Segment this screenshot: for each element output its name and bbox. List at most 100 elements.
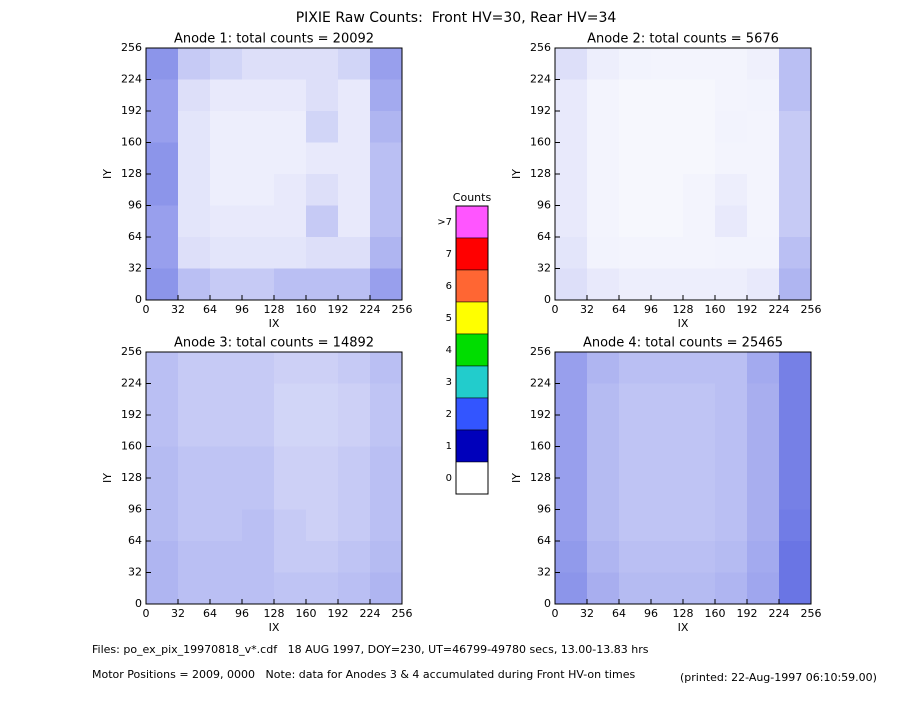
- density-cell: [274, 352, 306, 384]
- density-cell: [146, 205, 178, 237]
- density-cell: [651, 509, 683, 541]
- density-cell: [619, 415, 651, 447]
- colorbar-swatch: [455, 301, 489, 335]
- y-tick-label: 224: [121, 73, 142, 86]
- density-cell: [619, 111, 651, 143]
- y-tick-label: 32: [128, 262, 142, 275]
- density-cell: [370, 205, 402, 237]
- density-cell: [555, 446, 587, 478]
- density-cell: [779, 446, 811, 478]
- colorbar-label: 2: [446, 409, 452, 420]
- density-cell: [338, 541, 370, 573]
- y-tick-label: 192: [530, 408, 551, 421]
- density-cell: [619, 383, 651, 415]
- density-cell: [779, 352, 811, 384]
- density-cell: [210, 79, 242, 111]
- density-cell: [242, 142, 274, 174]
- x-tick-label: 0: [143, 303, 150, 316]
- density-cell: [747, 541, 779, 573]
- density-cell: [370, 79, 402, 111]
- x-tick-label: 192: [328, 303, 349, 316]
- density-cell: [146, 79, 178, 111]
- y-tick-label: 0: [544, 293, 551, 306]
- density-cell: [242, 541, 274, 573]
- density-cell: [146, 142, 178, 174]
- colorbar-label: 6: [446, 281, 452, 292]
- y-tick-label: 160: [121, 136, 142, 149]
- density-cell: [619, 268, 651, 300]
- density-cell: [779, 509, 811, 541]
- density-cell: [306, 268, 338, 300]
- density-cell: [555, 541, 587, 573]
- density-cell: [715, 48, 747, 80]
- density-cell: [715, 79, 747, 111]
- density-cell: [274, 509, 306, 541]
- density-cell: [178, 237, 210, 269]
- density-cell: [338, 111, 370, 143]
- y-tick-label: 224: [121, 377, 142, 390]
- density-cell: [242, 205, 274, 237]
- density-cell: [747, 446, 779, 478]
- density-cell: [747, 142, 779, 174]
- density-cell: [747, 383, 779, 415]
- density-cell: [715, 352, 747, 384]
- y-tick-label: 192: [530, 104, 551, 117]
- density-cell: [683, 268, 715, 300]
- density-cell: [715, 572, 747, 604]
- density-cell: [651, 383, 683, 415]
- density-cell: [178, 174, 210, 206]
- density-cell: [178, 205, 210, 237]
- density-cell: [338, 237, 370, 269]
- density-cell: [651, 415, 683, 447]
- density-cell: [210, 572, 242, 604]
- y-tick-label: 64: [537, 230, 551, 243]
- density-cell: [555, 48, 587, 80]
- density-cell: [274, 478, 306, 510]
- density-cell: [747, 205, 779, 237]
- x-tick-label: 224: [360, 303, 381, 316]
- density-cell: [210, 142, 242, 174]
- density-cell: [651, 268, 683, 300]
- density-cell: [274, 48, 306, 80]
- density-cell: [274, 142, 306, 174]
- density-cell: [715, 415, 747, 447]
- x-axis-label: IX: [678, 317, 689, 330]
- x-tick-label: 192: [328, 607, 349, 620]
- density-cell: [242, 174, 274, 206]
- y-tick-label: 96: [537, 199, 551, 212]
- density-cell: [242, 572, 274, 604]
- density-cell: [274, 541, 306, 573]
- density-cell: [555, 174, 587, 206]
- x-tick-label: 256: [392, 303, 413, 316]
- density-cell: [683, 478, 715, 510]
- density-cell: [274, 572, 306, 604]
- density-cell: [306, 48, 338, 80]
- density-cell: [619, 352, 651, 384]
- density-cell: [779, 237, 811, 269]
- density-cell: [306, 478, 338, 510]
- density-cell: [715, 237, 747, 269]
- colorbar-frame: [455, 205, 489, 495]
- density-cell: [306, 352, 338, 384]
- density-cell: [619, 205, 651, 237]
- x-tick-label: 64: [612, 607, 626, 620]
- density-cell: [242, 48, 274, 80]
- density-cell: [338, 174, 370, 206]
- y-tick-label: 0: [135, 597, 142, 610]
- density-cell: [146, 383, 178, 415]
- density-cell: [370, 509, 402, 541]
- density-cell: [587, 79, 619, 111]
- y-tick-label: 128: [530, 471, 551, 484]
- density-cell: [555, 79, 587, 111]
- y-tick-label: 160: [121, 440, 142, 453]
- density-cell: [747, 48, 779, 80]
- density-cell: [555, 142, 587, 174]
- density-cell: [210, 111, 242, 143]
- density-cell: [146, 174, 178, 206]
- x-tick-label: 224: [769, 303, 790, 316]
- density-cell: [274, 237, 306, 269]
- density-cell: [178, 268, 210, 300]
- x-axis-label: IX: [269, 621, 280, 634]
- density-cell: [683, 446, 715, 478]
